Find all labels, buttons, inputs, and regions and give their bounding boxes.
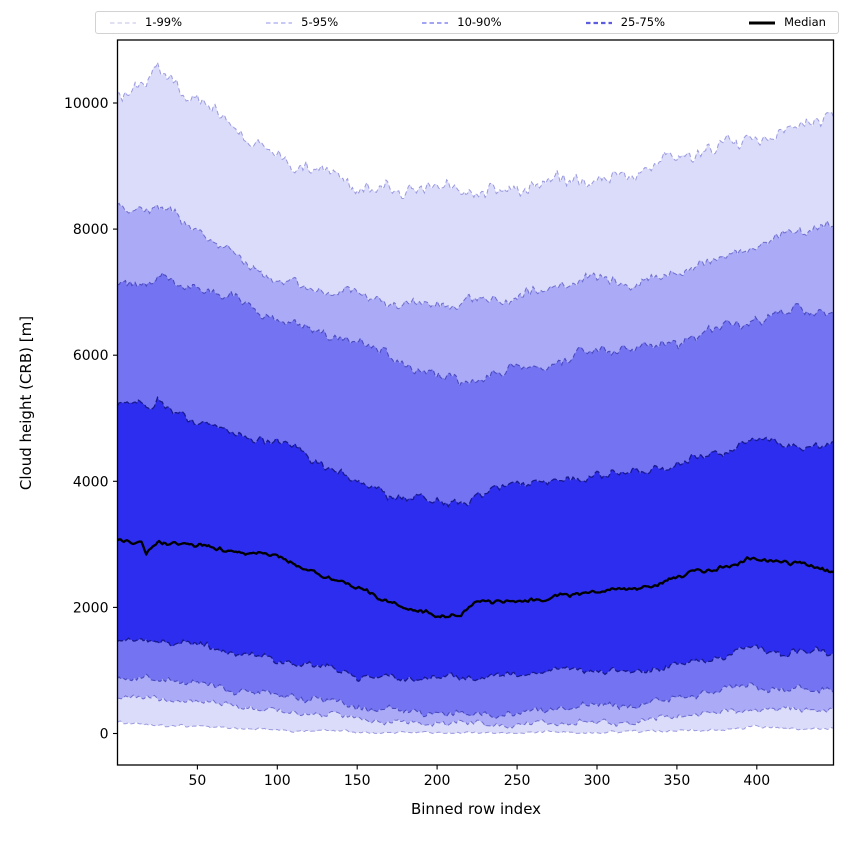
svg-text:6000: 6000 xyxy=(73,348,109,364)
svg-text:0: 0 xyxy=(100,727,109,743)
legend-entry-1-99-: 1-99% xyxy=(108,14,183,29)
svg-text:100: 100 xyxy=(264,773,291,789)
svg-text:8000: 8000 xyxy=(73,222,109,238)
legend: 1-99% 5-95% 10-90% 25-75% Median xyxy=(95,11,839,34)
median-line xyxy=(116,538,834,619)
band-25-75% xyxy=(117,397,834,682)
svg-text:400: 400 xyxy=(743,773,770,789)
axis-ticks xyxy=(113,102,758,770)
legend-label: Median xyxy=(784,14,826,29)
edge-p95 xyxy=(117,202,834,311)
legend-line-sample xyxy=(422,21,449,24)
legend-entry-median: Median xyxy=(747,14,826,29)
x-axis-label: Binned row index xyxy=(410,800,542,818)
legend-label: 1-99% xyxy=(145,14,183,29)
y-axis-label: Cloud height (CRB) [m] xyxy=(17,315,35,491)
edge-p75 xyxy=(116,395,834,508)
svg-text:150: 150 xyxy=(344,773,371,789)
legend-entry-5-95-: 5-95% xyxy=(264,14,339,29)
legend-label: 25-75% xyxy=(620,14,666,29)
legend-line-sample xyxy=(110,21,136,24)
legend-line-sample xyxy=(585,21,612,24)
legend-label: 10-90% xyxy=(457,14,502,29)
svg-text:50: 50 xyxy=(188,773,206,789)
edge-p25 xyxy=(117,637,834,683)
tick-labels: 50 100 150 200 250 300 350 40002000400060008000… xyxy=(64,96,770,789)
edge-p99 xyxy=(117,60,834,199)
svg-text:350: 350 xyxy=(664,773,691,789)
edge-p5 xyxy=(117,694,834,729)
svg-text:200: 200 xyxy=(424,773,451,789)
svg-text:250: 250 xyxy=(504,773,531,789)
edge-p90 xyxy=(117,271,834,388)
legend-line-sample xyxy=(266,21,293,24)
svg-text:2000: 2000 xyxy=(73,600,109,616)
axes-frame xyxy=(116,39,835,766)
svg-text:300: 300 xyxy=(584,773,611,789)
edge-p10 xyxy=(117,673,834,719)
edge-p1 xyxy=(117,720,834,734)
legend-entry-10-90-: 10-90% xyxy=(420,14,502,29)
legend-line-sample xyxy=(749,21,776,24)
svg-text:10000: 10000 xyxy=(64,96,109,112)
legend-entry-25-75-: 25-75% xyxy=(584,14,666,29)
legend-label: 5-95% xyxy=(301,14,339,29)
svg-text:4000: 4000 xyxy=(73,474,109,490)
